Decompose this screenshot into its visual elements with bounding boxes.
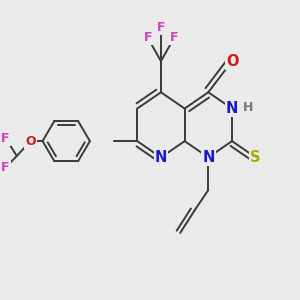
Text: O: O xyxy=(226,54,238,69)
Text: N: N xyxy=(226,101,238,116)
Text: S: S xyxy=(250,150,261,165)
Text: H: H xyxy=(243,100,254,114)
Text: F: F xyxy=(157,21,165,34)
Text: F: F xyxy=(170,31,178,44)
Text: O: O xyxy=(26,135,36,148)
Text: F: F xyxy=(1,132,10,145)
Text: N: N xyxy=(155,150,167,165)
Text: F: F xyxy=(1,161,10,174)
Text: F: F xyxy=(143,31,152,44)
Text: N: N xyxy=(202,150,214,165)
